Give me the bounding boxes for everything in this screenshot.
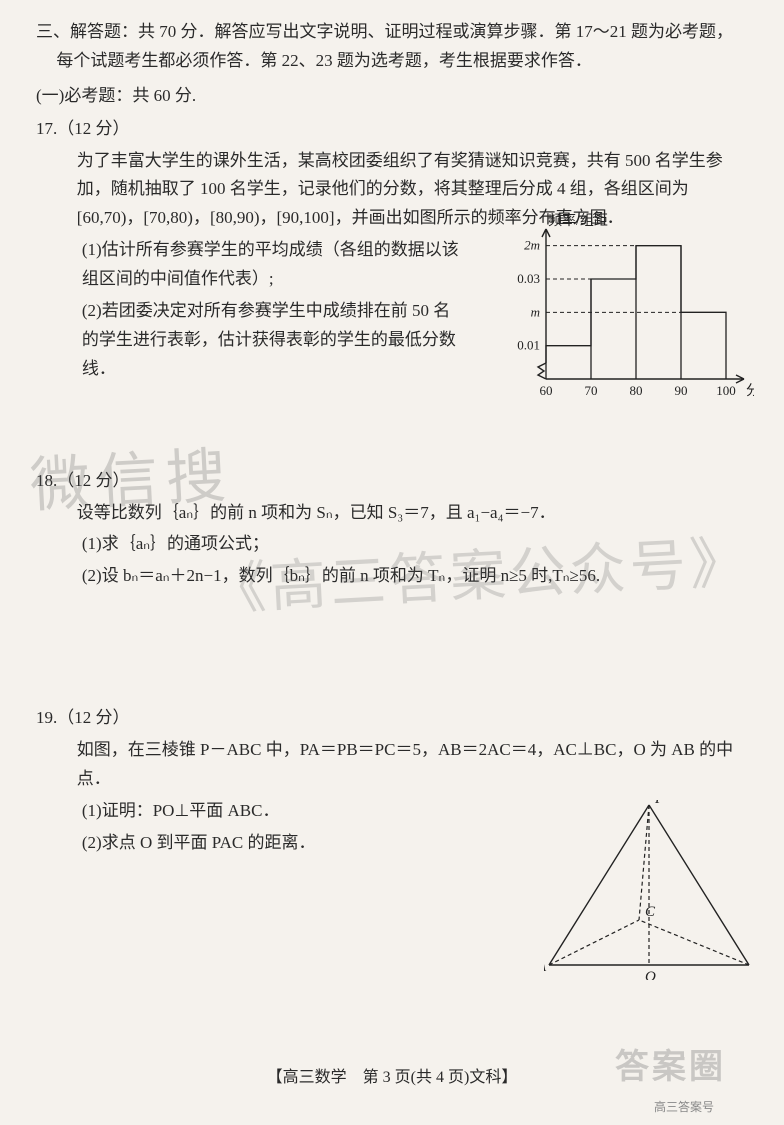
svg-text:0.03: 0.03 bbox=[517, 271, 540, 286]
section-header: 三、解答题：共 70 分．解答应写出文字说明、证明过程或演算步骤．第 17～21… bbox=[36, 18, 748, 76]
q17-sub2: (2)若团委决定对所有参赛学生中成绩排在前 50 名的学生进行表彰，估计获得表彰… bbox=[77, 297, 460, 384]
svg-text:分数: 分数 bbox=[746, 383, 754, 399]
q18-stem: 设等比数列｛aₙ｝的前 n 项和为 Sₙ，已知 S₃＝7，且 a₁−a₄＝−7． bbox=[77, 499, 748, 528]
part1-header: (一)必考题：共 60 分. bbox=[36, 82, 748, 111]
svg-text:P: P bbox=[654, 800, 664, 807]
svg-text:100: 100 bbox=[716, 383, 736, 398]
tetrahedron-figure: PABOC bbox=[544, 800, 754, 980]
q19-stem: 如图，在三棱锥 P－ABC 中，PA＝PB＝PC＝5，AB＝2AC＝4，AC⊥B… bbox=[77, 736, 748, 794]
svg-text:90: 90 bbox=[675, 383, 688, 398]
q18-number: 18.（12 分） bbox=[36, 467, 748, 496]
subfoot-label: 高三答案号 bbox=[654, 1097, 714, 1117]
histogram-chart: 0.01 0.03 m 2m 60 70 80 90 100 分数 频率/组距 bbox=[494, 209, 754, 409]
svg-text:频率/组距: 频率/组距 bbox=[548, 212, 608, 229]
q18-sub2: (2)设 bₙ＝aₙ＋2n−1，数列｛bₙ｝的前 n 项和为 Tₙ，证明 n≥5… bbox=[77, 562, 748, 591]
q17-sub1: (1)估计所有参赛学生的平均成绩（各组的数据以该组区间的中间值作代表）; bbox=[77, 236, 460, 294]
svg-text:O: O bbox=[645, 969, 656, 980]
svg-text:80: 80 bbox=[630, 383, 643, 398]
svg-text:0.01: 0.01 bbox=[517, 337, 540, 352]
q17-body: 为了丰富大学生的课外生活，某高校团委组织了有奖猜谜知识竞赛，共有 500 名学生… bbox=[36, 147, 748, 384]
q18-body: 设等比数列｛aₙ｝的前 n 项和为 Sₙ，已知 S₃＝7，且 a₁−a₄＝−7．… bbox=[36, 499, 748, 592]
q17-number: 17.（12 分） bbox=[36, 115, 748, 144]
q18-sub1: (1)求｛aₙ｝的通项公式； bbox=[77, 530, 748, 559]
svg-text:60: 60 bbox=[540, 383, 553, 398]
svg-text:C: C bbox=[645, 904, 656, 920]
svg-text:2m: 2m bbox=[524, 237, 540, 252]
answer-stamp: 答案圈 bbox=[615, 1039, 726, 1097]
q19-number: 19.（12 分） bbox=[36, 704, 748, 733]
svg-text:A: A bbox=[544, 959, 547, 975]
svg-text:m: m bbox=[531, 304, 540, 319]
svg-text:70: 70 bbox=[585, 383, 598, 398]
